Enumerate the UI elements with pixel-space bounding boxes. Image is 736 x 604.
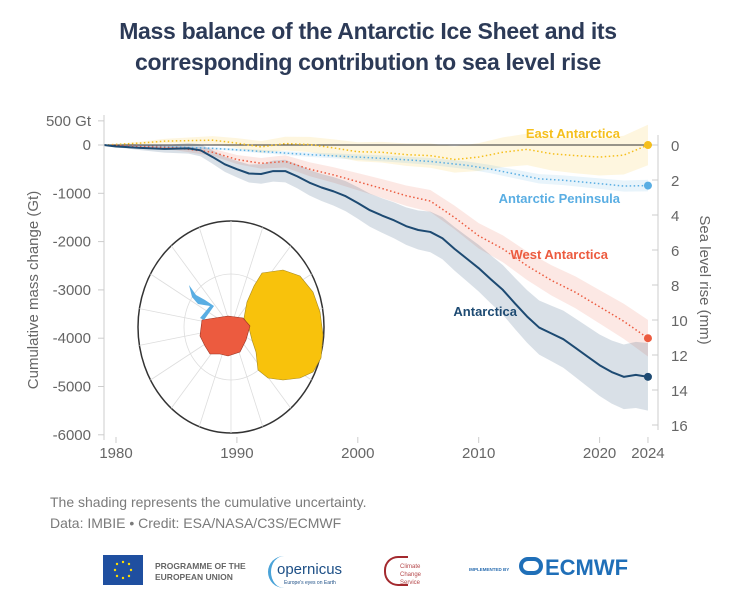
ecmwf-symbol-icon <box>519 557 543 575</box>
y-right-tick-label: 6 <box>671 243 679 260</box>
chart-area: East Antarctica Antarctic Peninsula West A… <box>25 113 713 462</box>
implemented-by-text: IMPLEMENTED BY <box>469 567 510 572</box>
antarctica-line <box>103 144 649 378</box>
chart-title-line2: corresponding contribution to sea level … <box>134 49 602 75</box>
eu-flag-logo <box>103 555 143 585</box>
c3s-logo <box>384 556 408 586</box>
y-tick-label: -5000 <box>53 379 91 396</box>
y-right-tick-label: 4 <box>671 208 679 225</box>
x-tick-label: 2024 <box>631 445 664 462</box>
y-right-tick-label: 0 <box>671 138 679 155</box>
y-tick-label: -6000 <box>53 427 91 444</box>
y-tick-label: -4000 <box>53 330 91 347</box>
c3s-text: Climate Change Service <box>400 564 422 586</box>
antarctica-label: Antarctica <box>453 304 517 319</box>
x-tick-label: 2000 <box>341 445 374 462</box>
copernicus-tagline: Europe's eyes on Earth <box>284 580 336 586</box>
footnote-uncertainty: The shading represents the cumulative un… <box>50 494 367 510</box>
x-tick-label: 1990 <box>220 445 253 462</box>
y-tick-label: 500 Gt <box>46 113 92 130</box>
x-tick-label: 1980 <box>99 445 132 462</box>
east-antarctica-uncertainty-band <box>103 124 648 176</box>
footnote-credit: Data: IMBIE • Credit: ESA/NASA/C3S/ECMWF <box>50 515 342 531</box>
y-right-tick-label: 8 <box>671 278 679 295</box>
y-right-tick-label: 12 <box>671 348 688 365</box>
antarctica-map-inset <box>137 220 325 434</box>
west-antarctica-region <box>199 315 251 357</box>
eu-programme-text: PROGRAMME OF THE EUROPEAN UNION <box>155 561 246 582</box>
y-axis-label: Cumulative mass change (Gt) <box>25 191 42 389</box>
antarctic-peninsula-label: Antarctic Peninsula <box>499 191 621 206</box>
y-right-tick-label: 10 <box>671 313 688 330</box>
west-antarctica-endpoint <box>643 334 652 343</box>
antarctic-peninsula-uncertainty-band <box>103 145 648 192</box>
y-right-tick-label: 2 <box>671 173 679 190</box>
y-tick-label: -1000 <box>53 185 91 202</box>
ecmwf-logo: ECMWF <box>545 555 629 580</box>
copernicus-logo: opernicus <box>277 561 343 578</box>
y-tick-label: -2000 <box>53 234 91 251</box>
copernicus-logo-arc <box>268 556 311 588</box>
west-antarctica-line <box>103 144 649 339</box>
antarctica-endpoint <box>643 372 652 381</box>
east-antarctica-endpoint <box>643 141 652 149</box>
y-tick-label: -3000 <box>53 282 91 299</box>
y-right-tick-label: 14 <box>671 383 688 400</box>
east-antarctica-label: East Antarctica <box>526 126 621 141</box>
east-antarctica-line <box>103 139 649 161</box>
antarctic-peninsula-endpoint <box>643 181 652 190</box>
x-tick-label: 2020 <box>583 445 616 462</box>
y-tick-label: 0 <box>83 137 91 154</box>
x-tick-label: 2010 <box>462 445 495 462</box>
antarctic-peninsula-line <box>103 144 648 187</box>
west-antarctica-label: West Antarctica <box>510 247 608 262</box>
antarctica-uncertainty-band <box>103 143 648 411</box>
y-right-tick-label: 16 <box>671 418 688 435</box>
chart-title-line1: Mass balance of the Antarctic Ice Sheet … <box>119 18 617 44</box>
y-axis-right-label: Sea level rise (mm) <box>696 215 713 344</box>
east-antarctica-region <box>243 269 324 381</box>
antarctic-peninsula-region <box>189 285 214 320</box>
